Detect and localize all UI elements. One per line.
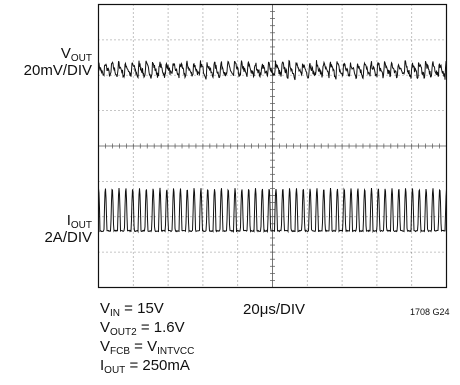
condition-vout2-value: = 1.6V <box>136 319 185 336</box>
condition-iout-main: I <box>100 357 105 374</box>
condition-vin-value: = 15V <box>120 300 164 317</box>
condition-iout-sub: OUT <box>104 365 126 376</box>
condition-vout2: VOUT2 = 1.6V <box>100 319 185 338</box>
trace-vout <box>98 59 447 81</box>
iout-label-main: I <box>66 212 71 229</box>
vout-scale: 20mV/DIV <box>23 62 92 79</box>
timebase-unit: μs/DIV <box>259 301 306 318</box>
condition-iout: IOUT = 250mA <box>100 357 190 376</box>
plot-frame <box>97 3 448 289</box>
condition-vin-main: V <box>100 300 111 317</box>
condition-vfcb-value: = V <box>130 338 158 355</box>
vout-label-main: V <box>60 45 71 62</box>
figure-id: 1708 G24 <box>410 307 450 317</box>
condition-vfcb-main: V <box>100 338 111 355</box>
condition-vfcb: VFCB = VINTVCC <box>100 338 195 357</box>
condition-vin-sub: IN <box>110 308 121 319</box>
graticule <box>98 4 447 288</box>
iout-scale: 2A/DIV <box>44 229 92 246</box>
condition-vout2-main: V <box>100 319 111 336</box>
condition-vfcb-sub2: INTVCC <box>157 346 195 357</box>
iout-channel-label: IOUT 2A/DIV <box>0 212 92 246</box>
vout-label-sub: OUT <box>70 53 92 64</box>
iout-label-sub: OUT <box>70 220 92 231</box>
vout-channel-label: VOUT 20mV/DIV <box>0 45 92 79</box>
timebase-value: 20 <box>243 301 260 318</box>
waveforms <box>98 59 447 234</box>
timebase-label: 20μs/DIV <box>243 301 305 318</box>
condition-vfcb-sub: FCB <box>110 346 131 357</box>
condition-vout2-sub: OUT2 <box>110 327 137 338</box>
condition-iout-value: = 250mA <box>125 357 190 374</box>
condition-vin: VIN = 15V <box>100 300 164 319</box>
trace-iout <box>98 187 447 234</box>
